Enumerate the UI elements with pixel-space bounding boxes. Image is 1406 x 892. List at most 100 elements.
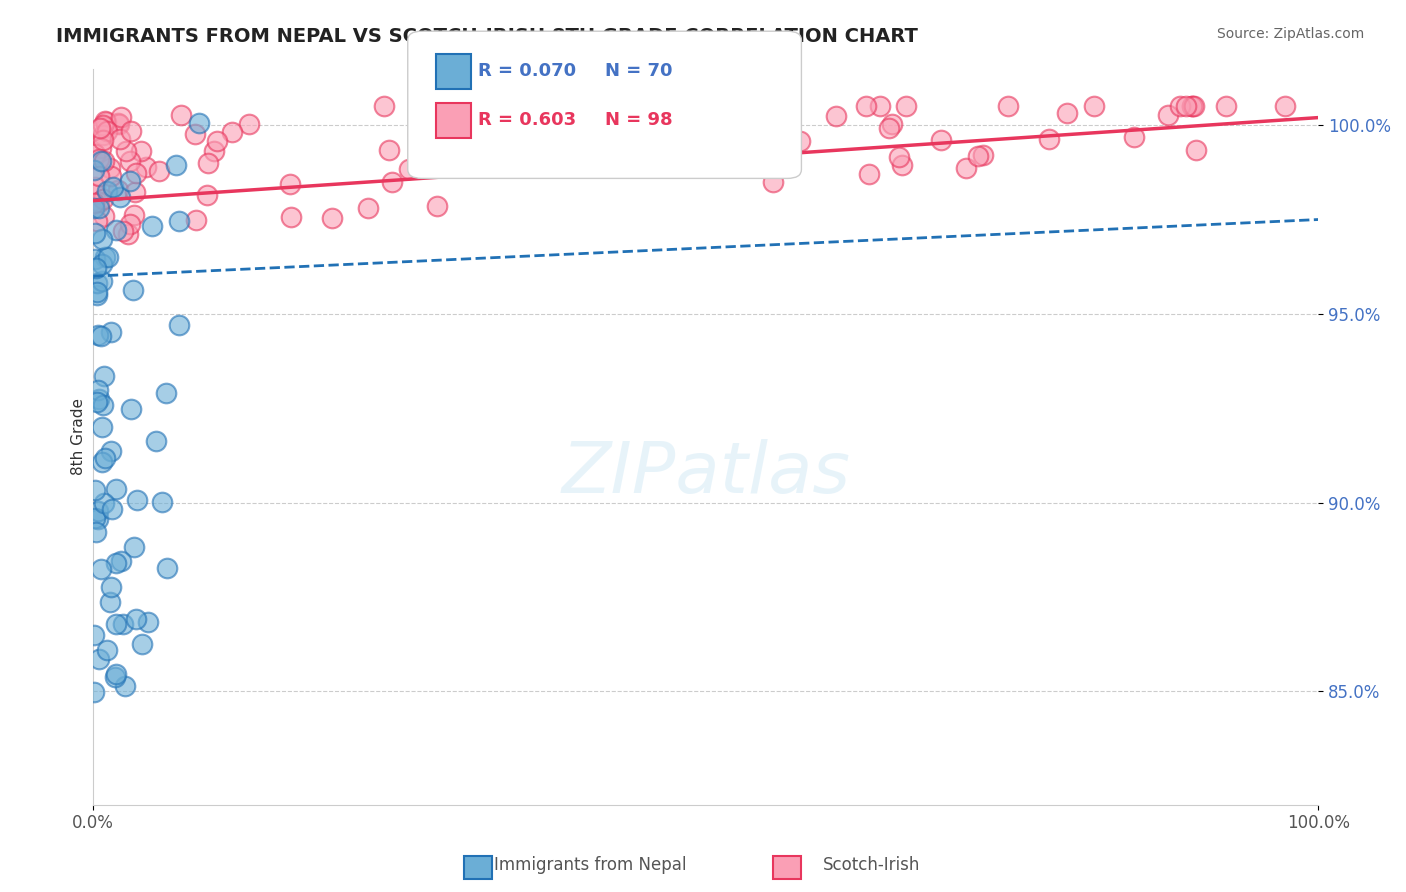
Point (156, 561, 179, 575)
Point (887, 151, 910, 165)
Point (1056, 105, 1078, 120)
Point (481, 100, 503, 114)
Point (1185, 143, 1208, 157)
Point (83, 195, 105, 210)
Point (972, 147, 994, 161)
Point (869, 99, 891, 113)
Point (94, 113, 117, 128)
Point (510, 155, 533, 169)
Text: Source: ZipAtlas.com: Source: ZipAtlas.com (1216, 27, 1364, 41)
Point (87, 153, 110, 167)
Text: R = 0.070: R = 0.070 (478, 62, 576, 80)
Point (87, 201, 110, 215)
Point (1182, 99, 1205, 113)
Point (762, 175, 785, 189)
Point (118, 217, 141, 231)
Point (87, 383, 110, 397)
Point (100, 443, 122, 458)
Point (87, 392, 110, 407)
Point (91, 133, 114, 147)
Point (533, 111, 555, 125)
Point (93, 153, 115, 168)
Point (83, 162, 105, 177)
Point (1157, 108, 1180, 122)
Point (398, 161, 420, 176)
Point (685, 99, 707, 113)
Point (122, 208, 145, 222)
Point (929, 133, 952, 147)
Point (1215, 99, 1237, 113)
Point (96, 184, 118, 198)
Point (167, 214, 190, 228)
Point (100, 325, 122, 339)
Point (880, 117, 903, 131)
Point (100, 580, 122, 594)
Point (125, 492, 148, 507)
Point (754, 99, 776, 113)
Point (108, 190, 131, 204)
Point (93, 496, 115, 510)
Point (83, 685, 105, 699)
Point (165, 158, 187, 172)
Point (108, 131, 131, 145)
Point (499, 114, 522, 128)
Point (197, 156, 219, 170)
Point (125, 612, 148, 626)
Point (98, 594, 121, 608)
Point (1181, 99, 1204, 113)
Point (112, 617, 135, 632)
Point (83, 201, 105, 215)
Point (108, 117, 131, 131)
Point (858, 167, 880, 181)
Point (564, 105, 586, 120)
Point (90, 562, 112, 576)
Point (1181, 99, 1204, 113)
Text: IMMIGRANTS FROM NEPAL VS SCOTCH-IRISH 8TH GRADE CORRELATION CHART: IMMIGRANTS FROM NEPAL VS SCOTCH-IRISH 8T… (56, 27, 918, 45)
Point (855, 99, 877, 113)
Point (91, 232, 114, 246)
Text: N = 98: N = 98 (605, 112, 672, 129)
Point (138, 615, 160, 630)
Point (98, 161, 121, 176)
Point (104, 223, 127, 237)
Text: ZIPatlas: ZIPatlas (561, 439, 851, 508)
Point (202, 144, 225, 158)
Point (167, 318, 190, 332)
Point (122, 540, 145, 554)
Point (91, 128, 114, 142)
Point (94, 120, 117, 134)
Point (278, 178, 301, 192)
Point (789, 134, 811, 148)
Text: N = 70: N = 70 (605, 62, 672, 80)
Point (86, 276, 108, 290)
Point (378, 143, 401, 157)
Point (148, 163, 170, 178)
Point (86, 288, 108, 302)
Point (83, 186, 105, 201)
Point (83, 628, 105, 642)
Point (87, 328, 110, 343)
Point (1175, 99, 1198, 113)
Point (107, 116, 129, 130)
Point (155, 385, 177, 400)
Point (91, 455, 114, 469)
Point (90, 257, 112, 271)
Point (120, 154, 142, 169)
Point (188, 116, 211, 130)
Point (141, 219, 163, 234)
Point (87, 504, 110, 518)
Point (1038, 132, 1060, 146)
Point (104, 482, 127, 496)
Point (967, 149, 990, 163)
Point (86, 395, 108, 409)
Text: R = 0.603: R = 0.603 (478, 112, 576, 129)
Text: Scotch-Irish: Scotch-Irish (823, 856, 921, 874)
Point (131, 637, 153, 651)
Point (105, 666, 128, 681)
Point (118, 174, 141, 188)
Point (135, 160, 157, 174)
Point (101, 179, 124, 194)
Point (115, 144, 138, 158)
Point (86, 214, 108, 228)
Point (87, 195, 110, 210)
